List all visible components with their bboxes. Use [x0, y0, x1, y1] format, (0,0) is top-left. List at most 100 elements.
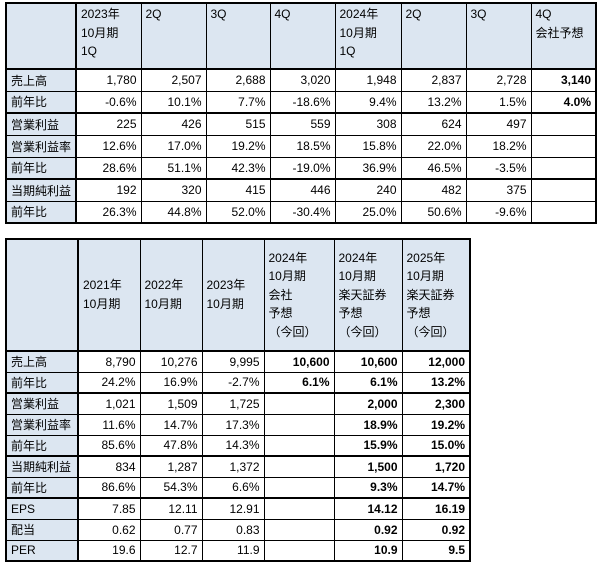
data-cell: 51.1% [140, 156, 207, 180]
row-label: 売上高 [5, 68, 77, 92]
data-cell: 14.12 [333, 497, 403, 520]
data-cell: 0.92 [333, 518, 403, 541]
data-cell: 13.2% [400, 90, 467, 114]
data-cell: 17.3% [201, 413, 265, 436]
data-cell: 18.5% [269, 134, 336, 158]
data-cell [263, 434, 335, 457]
table-row: PER 19.6 12.7 11.9 10.9 9.5 [5, 539, 471, 562]
data-cell: 28.6% [75, 156, 142, 180]
data-cell: 42.3% [205, 156, 271, 180]
data-cell: 2,300 [401, 392, 471, 415]
table-row: 営業利益率 11.6% 14.7% 17.3% 18.9% 19.2% [5, 413, 471, 436]
data-cell: 7.85 [77, 497, 141, 520]
data-cell: -19.0% [269, 156, 336, 180]
data-cell: 15.9% [333, 434, 403, 457]
table-row: 前年比 85.6% 47.8% 14.3% 15.9% 15.0% [5, 434, 471, 457]
data-cell [530, 112, 597, 136]
table-row: 売上高 1,780 2,507 2,688 3,020 1,948 2,837 … [5, 68, 597, 92]
table-row: 前年比 26.3% 44.8% 52.0% -30.4% 25.0% 50.6%… [5, 200, 597, 224]
data-cell: 13.2% [401, 371, 471, 394]
row-label: 前年比 [5, 156, 77, 180]
row-label: 前年比 [5, 200, 77, 224]
data-cell: 1,948 [334, 68, 402, 92]
data-cell: 12.11 [139, 497, 203, 520]
data-cell: 2,837 [400, 68, 467, 92]
data-cell: 16.9% [139, 371, 203, 394]
data-cell: 46.5% [400, 156, 467, 180]
header-cell: 2023年 10月期 1Q [75, 2, 142, 70]
data-cell: 19.2% [401, 413, 471, 436]
data-cell: 3,020 [269, 68, 336, 92]
data-cell: 375 [465, 178, 532, 202]
row-label: EPS [5, 497, 79, 520]
data-cell: 11.6% [77, 413, 141, 436]
data-cell: 497 [465, 112, 532, 136]
data-cell: 12,000 [401, 350, 471, 373]
data-cell: 10,600 [263, 350, 335, 373]
data-cell: 86.6% [77, 476, 141, 499]
data-cell: 14.3% [201, 434, 265, 457]
data-cell: 834 [77, 455, 141, 478]
row-label: 営業利益率 [5, 413, 79, 436]
data-cell: 515 [205, 112, 271, 136]
data-cell: 0.92 [401, 518, 471, 541]
row-label: 前年比 [5, 90, 77, 114]
data-cell [263, 518, 335, 541]
data-cell: 192 [75, 178, 142, 202]
data-cell: 10.9 [333, 539, 403, 562]
data-cell: 14.7% [401, 476, 471, 499]
table-row: 売上高 8,790 10,276 9,995 10,600 10,600 12,… [5, 350, 471, 373]
header-cell: 2022年 10月期 [139, 238, 203, 352]
annual-forecast-table: 2021年 10月期 2022年 10月期 2023年 10月期 2024年 1… [5, 238, 471, 562]
table-row: 前年比 -0.6% 10.1% 7.7% -18.6% 9.4% 13.2% 1… [5, 90, 597, 114]
data-cell: 2,688 [205, 68, 271, 92]
data-cell: 0.77 [139, 518, 203, 541]
header-cell: 4Q [269, 2, 336, 70]
data-cell: 415 [205, 178, 271, 202]
data-cell: 4.0% [530, 90, 597, 114]
data-cell: -3.5% [465, 156, 532, 180]
data-cell: 1,509 [139, 392, 203, 415]
data-cell: 9.5 [401, 539, 471, 562]
data-cell: 44.8% [140, 200, 207, 224]
data-cell: 0.62 [77, 518, 141, 541]
data-cell: -18.6% [269, 90, 336, 114]
data-cell: 18.9% [333, 413, 403, 436]
header-cell: 2024年 10月期 1Q [334, 2, 402, 70]
data-cell: 14.7% [139, 413, 203, 436]
data-cell: 1,287 [139, 455, 203, 478]
table-row: 前年比 86.6% 54.3% 6.6% 9.3% 14.7% [5, 476, 471, 499]
data-cell: 19.6 [77, 539, 141, 562]
table-row: 当期純利益 192 320 415 446 240 482 375 [5, 178, 597, 202]
data-cell: 24.2% [77, 371, 141, 394]
data-cell: -30.4% [269, 200, 336, 224]
data-cell: 15.8% [334, 134, 402, 158]
header-cell: 4Q 会社予想 [530, 2, 597, 70]
data-cell: 9.4% [334, 90, 402, 114]
row-label: 前年比 [5, 434, 79, 457]
data-cell [263, 413, 335, 436]
data-cell [263, 392, 335, 415]
data-cell: 12.6% [75, 134, 142, 158]
row-label: 前年比 [5, 476, 79, 499]
data-cell: 446 [269, 178, 336, 202]
header-cell: 2Q [400, 2, 467, 70]
data-cell: 16.19 [401, 497, 471, 520]
data-cell [263, 455, 335, 478]
data-cell: 22.0% [400, 134, 467, 158]
corner-cell [5, 2, 77, 70]
row-label: 営業利益率 [5, 134, 77, 158]
data-cell: 2,507 [140, 68, 207, 92]
row-label: PER [5, 539, 79, 562]
data-cell: 1,021 [77, 392, 141, 415]
data-cell: 1,780 [75, 68, 142, 92]
data-cell: 308 [334, 112, 402, 136]
row-label: 配当 [5, 518, 79, 541]
data-cell: 10,600 [333, 350, 403, 373]
quarterly-results-table: 2023年 10月期 1Q 2Q 3Q 4Q 2024年 10月期 1Q 2Q … [5, 2, 597, 224]
data-cell: 12.91 [201, 497, 265, 520]
data-cell: 7.7% [205, 90, 271, 114]
data-cell [530, 200, 597, 224]
data-cell: 2,728 [465, 68, 532, 92]
